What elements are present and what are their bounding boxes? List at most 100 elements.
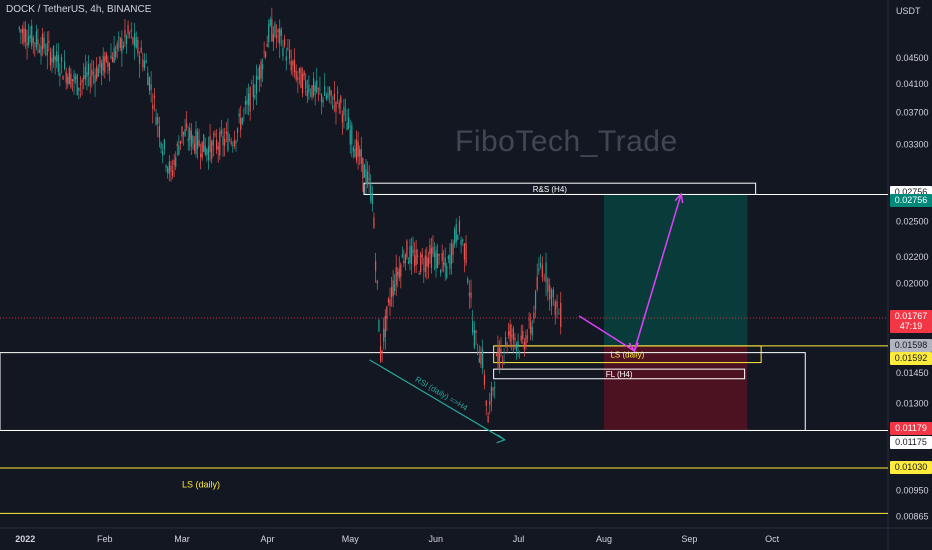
- candle-body: [21, 28, 24, 34]
- long-position-stop-zone: [603, 345, 748, 431]
- candle-body: [110, 55, 112, 59]
- candle-body: [190, 130, 192, 147]
- candle-body: [525, 334, 527, 347]
- x-tick-label: 2022: [15, 534, 35, 544]
- candle-body: [59, 72, 61, 77]
- candle-body: [26, 42, 28, 46]
- candle-body: [511, 335, 513, 337]
- candle-body: [379, 346, 382, 361]
- candle-body: [468, 293, 470, 296]
- price-tag: 0.01179: [890, 422, 932, 436]
- candle-body: [541, 265, 543, 278]
- candle-body: [54, 56, 56, 61]
- candle-body: [246, 100, 248, 105]
- candle-body: [450, 243, 453, 264]
- watermark-text: FiboTech_Trade: [455, 125, 678, 158]
- level-text-label: LS (daily): [182, 480, 220, 490]
- candle-body: [357, 141, 359, 157]
- candle-body: [46, 43, 48, 56]
- candle-body: [271, 18, 273, 42]
- candle-body: [352, 147, 354, 152]
- candle-body: [76, 74, 78, 95]
- candle-body: [284, 38, 286, 46]
- candle-body: [217, 146, 219, 150]
- candle-body: [458, 220, 461, 233]
- candle-body: [498, 345, 501, 370]
- candle-body: [31, 25, 33, 46]
- candle-body: [454, 229, 456, 244]
- candle-body: [560, 302, 562, 327]
- candle-body: [132, 37, 134, 44]
- candle-body: [142, 59, 144, 68]
- candle-body: [497, 348, 499, 365]
- candle-body: [200, 153, 202, 157]
- candle-body: [504, 336, 507, 345]
- candle-body: [143, 60, 146, 68]
- candle-body: [523, 341, 525, 350]
- candle-body: [512, 328, 514, 340]
- y-tick-label: 0.04100: [896, 79, 929, 89]
- candle-body: [467, 278, 469, 283]
- candle-body: [29, 35, 31, 39]
- candle-body: [386, 306, 388, 319]
- candle-body: [470, 292, 472, 298]
- candle-body: [122, 45, 125, 48]
- candle-body: [60, 56, 63, 62]
- candle-body: [124, 29, 126, 38]
- candle-body: [306, 90, 308, 97]
- candle-body: [436, 253, 439, 269]
- zone-box: [363, 182, 757, 195]
- candle-body: [35, 31, 37, 48]
- candle-body: [443, 262, 445, 265]
- candle-body: [547, 279, 549, 293]
- x-tick-label: Mar: [174, 534, 190, 544]
- candle-body: [153, 95, 156, 99]
- candle-body: [104, 56, 106, 73]
- candle-body: [394, 284, 396, 292]
- candle-body: [312, 78, 315, 96]
- candle-body: [100, 62, 103, 75]
- candle-body: [187, 139, 189, 142]
- candle-body: [240, 117, 242, 131]
- candle-body: [427, 257, 429, 268]
- candle-body: [335, 102, 337, 112]
- candle-body: [196, 131, 199, 149]
- candle-body: [536, 276, 538, 290]
- candle-body: [115, 50, 117, 57]
- x-tick-label: Aug: [596, 534, 612, 544]
- candle-body: [89, 76, 91, 86]
- candle-body: [41, 33, 44, 50]
- candle-body: [401, 254, 403, 258]
- candle-body: [155, 117, 157, 125]
- candle-body: [145, 60, 147, 63]
- divergence-trendline: [369, 359, 505, 441]
- candle-body: [133, 33, 136, 47]
- candle-body: [275, 35, 278, 38]
- candle-body: [363, 164, 366, 178]
- zone-label: FL (H4): [606, 370, 633, 379]
- candle-body: [107, 61, 109, 67]
- candle-body: [247, 93, 250, 106]
- candle-body: [457, 234, 459, 240]
- candle-body: [195, 129, 197, 155]
- candle-body: [121, 38, 123, 54]
- candle-body: [125, 36, 128, 44]
- candle-body: [368, 177, 370, 180]
- candle-body: [81, 79, 83, 83]
- candle-body: [550, 289, 553, 307]
- candle-body: [51, 57, 53, 63]
- candle-body: [346, 123, 348, 131]
- candle-body: [432, 247, 434, 254]
- candle-body: [492, 388, 494, 391]
- candle-body: [94, 74, 96, 83]
- candle-body: [452, 243, 454, 255]
- candle-body: [192, 136, 194, 144]
- candle-body: [303, 71, 305, 76]
- candle-body: [57, 55, 59, 72]
- candle-body: [354, 148, 356, 158]
- candle-body: [251, 83, 253, 85]
- candle-body: [441, 252, 443, 262]
- candle-body: [212, 139, 214, 146]
- candle-body: [433, 252, 436, 258]
